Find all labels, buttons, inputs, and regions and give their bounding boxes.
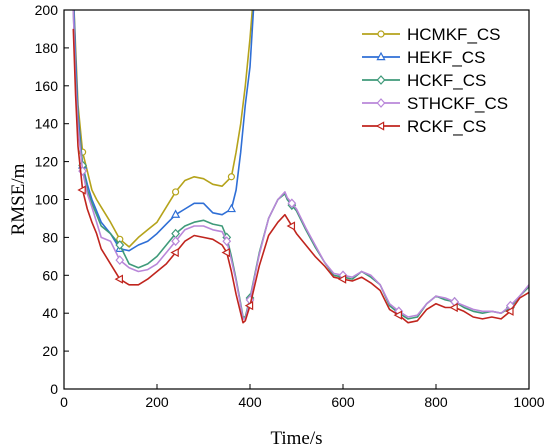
y-tick-label: 200 bbox=[35, 2, 59, 18]
legend-marker bbox=[376, 51, 386, 61]
y-tick-label: 60 bbox=[42, 267, 58, 283]
series-line bbox=[73, 10, 255, 252]
series-line bbox=[73, 10, 254, 248]
y-tick-label: 180 bbox=[35, 40, 59, 56]
data-point-marker bbox=[115, 240, 125, 250]
data-point-marker bbox=[226, 203, 237, 213]
data-point-marker bbox=[227, 173, 235, 181]
legend-label: HCMKF_CS bbox=[407, 25, 501, 44]
series-hekf-cs bbox=[73, 10, 255, 252]
y-tick-label: 100 bbox=[35, 192, 59, 208]
data-point-marker bbox=[114, 274, 124, 284]
data-point-marker bbox=[115, 255, 125, 266]
data-point-marker bbox=[393, 310, 402, 320]
legend-label: STHCKF_CS bbox=[407, 94, 508, 113]
legend-marker bbox=[375, 121, 385, 131]
x-tick-label: 0 bbox=[60, 394, 68, 410]
legend-item: HCKF_CS bbox=[362, 71, 486, 90]
x-tick-label: 200 bbox=[145, 394, 169, 410]
legend-label: HCKF_CS bbox=[407, 71, 486, 90]
data-point-marker bbox=[337, 274, 347, 284]
legend-marker bbox=[376, 75, 386, 85]
series-line bbox=[72, 10, 529, 320]
x-axis-title: Time/s bbox=[270, 428, 322, 448]
x-tick-label: 800 bbox=[424, 394, 448, 410]
x-tick-label: 1000 bbox=[513, 394, 544, 410]
data-point-marker bbox=[222, 236, 232, 247]
legend-item: STHCKF_CS bbox=[362, 94, 508, 113]
data-point-marker bbox=[171, 236, 181, 247]
y-tick-label: 140 bbox=[35, 116, 59, 132]
data-point-marker bbox=[286, 221, 296, 231]
series-lines bbox=[72, 10, 529, 324]
y-tick-label: 120 bbox=[35, 154, 59, 170]
plot-area-frame bbox=[63, 9, 530, 390]
data-point-marker bbox=[244, 301, 254, 311]
data-point-marker bbox=[77, 185, 86, 195]
x-tick-label: 400 bbox=[238, 394, 262, 410]
data-point-marker bbox=[170, 209, 181, 218]
y-tick-label: 80 bbox=[42, 229, 58, 245]
legend-item: HEKF_CS bbox=[362, 48, 485, 67]
x-tick-label: 600 bbox=[331, 394, 355, 410]
data-point-marker bbox=[505, 306, 514, 316]
data-point-marker bbox=[221, 247, 230, 258]
data-point-marker bbox=[287, 198, 297, 209]
legend-label: RCKF_CS bbox=[407, 117, 486, 136]
series-rckf-cs bbox=[72, 28, 529, 324]
legend-item: HCMKF_CS bbox=[362, 25, 501, 44]
y-axis-title: RMSE/m bbox=[8, 163, 29, 235]
legend-label: HEKF_CS bbox=[407, 48, 485, 67]
axis-ticks: 0 200 400 600 800 1000 0 20 40 60 80 100 120 140 160 18… bbox=[35, 2, 545, 410]
y-tick-label: 20 bbox=[42, 343, 58, 359]
data-point-marker bbox=[172, 188, 180, 196]
y-tick-label: 160 bbox=[35, 78, 59, 94]
y-tick-label: 40 bbox=[42, 305, 58, 321]
data-point-marker bbox=[170, 247, 179, 258]
legend-item: RCKF_CS bbox=[362, 117, 486, 136]
legend-marker bbox=[376, 98, 386, 108]
data-point-marker bbox=[449, 302, 458, 313]
y-tick-label: 0 bbox=[50, 381, 58, 397]
legend: HCMKF_CS HEKF_CS HCKF_CS STHCKF_CS RCKF_CS bbox=[362, 25, 508, 136]
legend-marker bbox=[377, 30, 385, 38]
series-line bbox=[72, 28, 529, 324]
